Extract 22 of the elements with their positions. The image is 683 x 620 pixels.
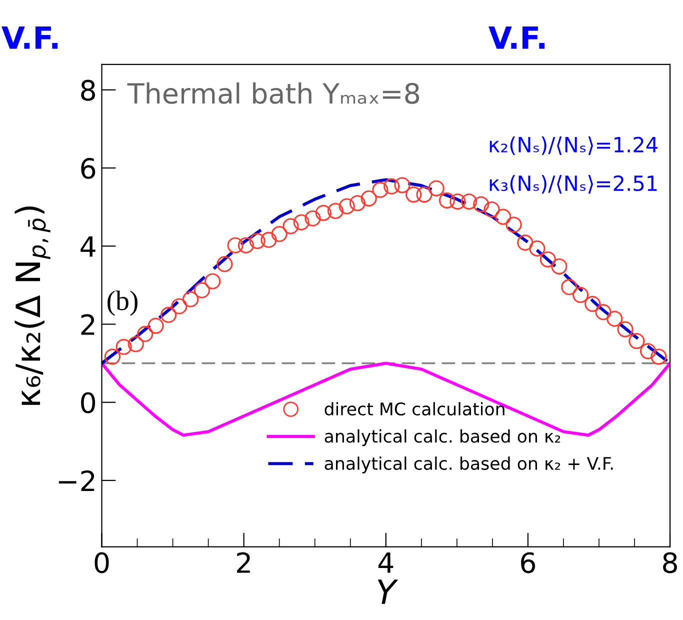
y-tick-label: 8 xyxy=(81,80,96,101)
y-axis-title: κ₆/κ₂(Δ N$_{p,p̄}$) xyxy=(14,206,50,405)
x-tick-label: 8 xyxy=(663,552,677,574)
x-tick-label: 0 xyxy=(94,552,109,574)
text: V.F. xyxy=(2,26,58,49)
x-tick-label: 6 xyxy=(521,552,536,574)
annotation: κ₂(Nₛ)/⟨Nₛ⟩=1.24 xyxy=(490,136,658,155)
text: V.F. xyxy=(488,26,545,49)
y-tick-label: −2 xyxy=(58,470,94,491)
legend-label: analytical calc. based on κ₂ xyxy=(324,429,560,446)
x-axis-title: Y xyxy=(378,580,398,604)
y-tick-label: 4 xyxy=(80,236,96,257)
y-tick-label: 0 xyxy=(81,392,96,414)
x-tick-label: 2 xyxy=(237,552,250,573)
annotation: (b) xyxy=(108,290,138,316)
x-tick-label: 4 xyxy=(378,552,394,573)
legend-label: direct MC calculation xyxy=(324,402,504,416)
annotation: Thermal bath Yₘₐₓ=8 xyxy=(127,82,420,104)
y-tick-label: 6 xyxy=(81,158,96,179)
legend-label: analytical calc. based on κ₂ + V.F. xyxy=(324,456,613,474)
y-tick-label: 2 xyxy=(81,314,94,335)
annotation: κ₃(Nₛ)/⟨Nₛ⟩=2.51 xyxy=(490,175,657,194)
